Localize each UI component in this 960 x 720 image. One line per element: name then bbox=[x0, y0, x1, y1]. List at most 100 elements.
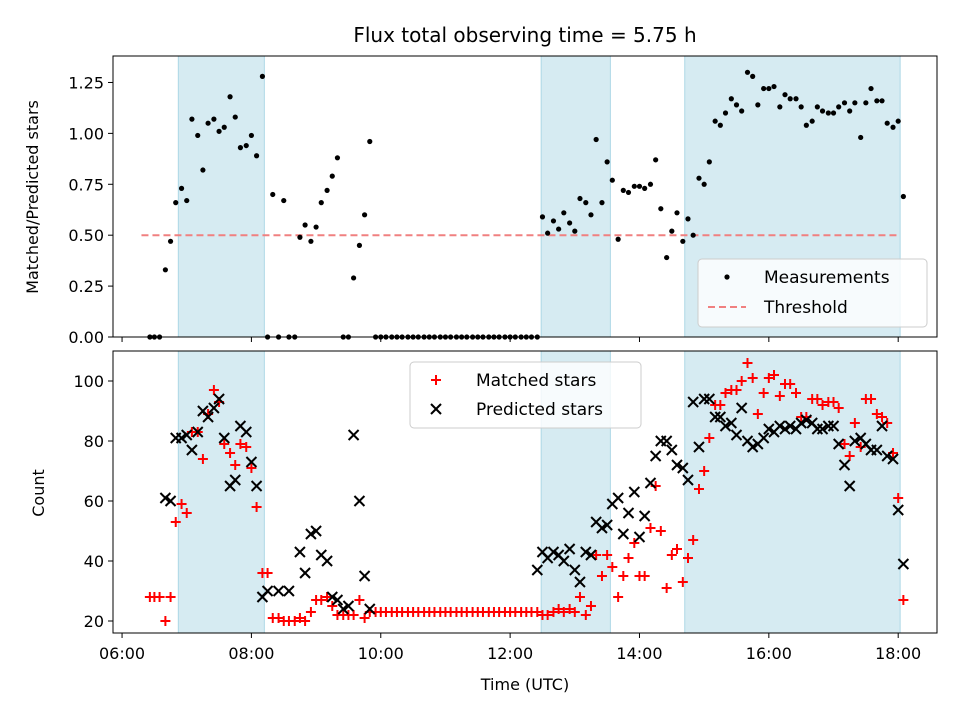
measurement-point bbox=[302, 222, 308, 228]
measurement-point bbox=[636, 183, 643, 189]
matched-stars-point bbox=[553, 604, 564, 614]
matched-stars-point bbox=[655, 526, 666, 536]
measurement-point bbox=[205, 120, 211, 126]
measurement-point bbox=[890, 124, 896, 130]
predicted-stars-point-b bbox=[800, 414, 813, 426]
predicted-stars-point bbox=[202, 411, 214, 423]
predicted-stars-point bbox=[310, 525, 322, 537]
predicted-stars-point-b bbox=[763, 423, 775, 435]
measurement-point bbox=[787, 96, 793, 102]
measurement-point bbox=[545, 230, 551, 236]
predicted-stars-point-b bbox=[585, 549, 597, 561]
measurement-point bbox=[539, 214, 546, 220]
predicted-stars-point-b bbox=[860, 438, 872, 450]
measurement-point bbox=[669, 228, 675, 234]
predicted-stars-point-b bbox=[730, 429, 743, 441]
predicted-stars-point-b bbox=[364, 603, 376, 615]
predicted-stars-point-b bbox=[811, 423, 824, 435]
measurement-point bbox=[722, 110, 729, 116]
predicted-stars-point bbox=[563, 543, 576, 555]
measurement-point bbox=[852, 100, 858, 106]
shaded-interval bbox=[177, 350, 265, 634]
predicted-stars-point bbox=[294, 546, 306, 558]
predicted-stars-point-b bbox=[159, 492, 172, 504]
measurement-point bbox=[167, 238, 174, 244]
x-tick-label: 08:00 bbox=[228, 644, 274, 663]
matched-stars-point bbox=[596, 571, 607, 581]
matched-stars-point bbox=[219, 439, 230, 449]
predicted-stars-point-b bbox=[887, 453, 899, 465]
predicted-stars-point bbox=[558, 555, 570, 567]
matched-stars-point bbox=[316, 595, 327, 605]
matched-stars-point bbox=[871, 409, 882, 419]
matched-stars-point bbox=[720, 388, 731, 398]
x-tick-label: 18:00 bbox=[875, 644, 921, 663]
predicted-stars-point-b bbox=[531, 564, 543, 576]
matched-stars-point bbox=[165, 592, 176, 602]
matched-stars-point bbox=[661, 583, 672, 593]
predicted-stars-point-b bbox=[347, 429, 360, 441]
measurement-point bbox=[221, 124, 227, 130]
matched-stars-point bbox=[348, 610, 359, 620]
chart-title: Flux total observing time = 5.75 h bbox=[353, 23, 696, 47]
matched-stars-point bbox=[607, 562, 618, 572]
measurement-point bbox=[620, 187, 626, 193]
predicted-stars-point bbox=[714, 411, 727, 423]
matched-stars-point bbox=[715, 400, 726, 410]
shaded-interval bbox=[177, 55, 265, 338]
predicted-stars-point-b bbox=[175, 432, 188, 444]
predicted-stars-point-b bbox=[660, 435, 673, 447]
predicted-stars-point-b bbox=[638, 510, 651, 522]
matched-stars-point bbox=[359, 613, 370, 623]
matched-stars-point bbox=[763, 373, 774, 383]
predicted-stars-point-b bbox=[628, 486, 641, 498]
matched-stars-point bbox=[774, 391, 785, 401]
predicted-stars-point bbox=[159, 492, 172, 504]
matched-stars-point bbox=[866, 394, 877, 404]
predicted-stars-point bbox=[299, 567, 311, 579]
predicted-stars-point bbox=[784, 420, 796, 432]
matched-stars-point bbox=[176, 499, 187, 509]
matched-stars-point bbox=[769, 370, 780, 380]
predicted-stars-point-b bbox=[240, 426, 252, 438]
measurement-point bbox=[625, 189, 632, 196]
matched-stars-point bbox=[742, 358, 753, 368]
matched-stars-point bbox=[666, 550, 677, 560]
x-tick-label: 12:00 bbox=[487, 644, 533, 663]
matched-stars-point bbox=[241, 442, 252, 452]
matched-stars-point bbox=[197, 454, 208, 464]
predicted-stars-point-b bbox=[795, 417, 807, 429]
predicted-stars-point-b bbox=[719, 420, 732, 432]
measurement-point bbox=[334, 155, 341, 161]
predicted-stars-point bbox=[569, 564, 581, 576]
matched-stars-point bbox=[294, 613, 305, 623]
predicted-stars-point-b bbox=[331, 594, 344, 606]
predicted-stars-point bbox=[250, 480, 263, 492]
predicted-stars-point bbox=[816, 423, 829, 435]
predicted-stars-point bbox=[186, 444, 198, 456]
measurement-point bbox=[631, 183, 637, 189]
predicted-stars-point bbox=[208, 402, 220, 414]
measurement-point bbox=[237, 145, 244, 151]
measurement-point bbox=[313, 224, 319, 230]
predicted-stars-point-b bbox=[871, 444, 883, 456]
measurement-point bbox=[609, 177, 615, 183]
measurement-point bbox=[841, 100, 848, 106]
predicted-stars-point-b bbox=[832, 438, 845, 450]
predicted-stars-point bbox=[795, 417, 807, 429]
predicted-stars-point bbox=[800, 414, 813, 426]
matched-stars-point bbox=[898, 595, 909, 605]
predicted-stars-point-b bbox=[806, 417, 818, 429]
predicted-stars-point bbox=[832, 438, 845, 450]
measurement-point bbox=[674, 210, 680, 216]
measurement-point bbox=[900, 193, 906, 200]
measurement-point bbox=[200, 167, 206, 173]
predicted-stars-point-b bbox=[682, 474, 694, 486]
measurement-point bbox=[173, 200, 179, 206]
predicted-stars-point-b bbox=[192, 426, 204, 438]
predicted-stars-point bbox=[811, 423, 824, 435]
predicted-stars-point bbox=[876, 420, 888, 432]
predicted-stars-point-b bbox=[315, 549, 327, 561]
matched-stars-point bbox=[758, 388, 769, 398]
predicted-stars-point-b bbox=[687, 396, 699, 408]
